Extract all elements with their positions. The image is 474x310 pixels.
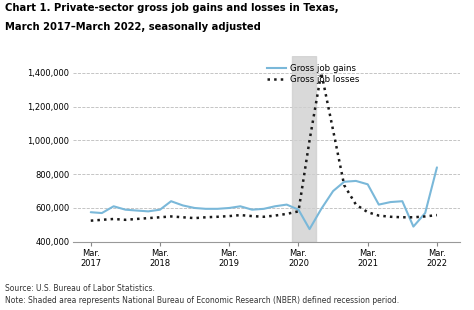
Text: Chart 1. Private-sector gross job gains and losses in Texas,: Chart 1. Private-sector gross job gains …: [5, 3, 338, 13]
Bar: [292, 56, 316, 242]
Text: Note: Shaded area represents National Bureau of Economic Research (NBER) defined: Note: Shaded area represents National Bu…: [5, 296, 399, 305]
Text: March 2017–March 2022, seasonally adjusted: March 2017–March 2022, seasonally adjust…: [5, 22, 261, 32]
Text: Source: U.S. Bureau of Labor Statistics.: Source: U.S. Bureau of Labor Statistics.: [5, 284, 155, 293]
Legend: Gross job gains, Gross job losses: Gross job gains, Gross job losses: [263, 60, 363, 88]
